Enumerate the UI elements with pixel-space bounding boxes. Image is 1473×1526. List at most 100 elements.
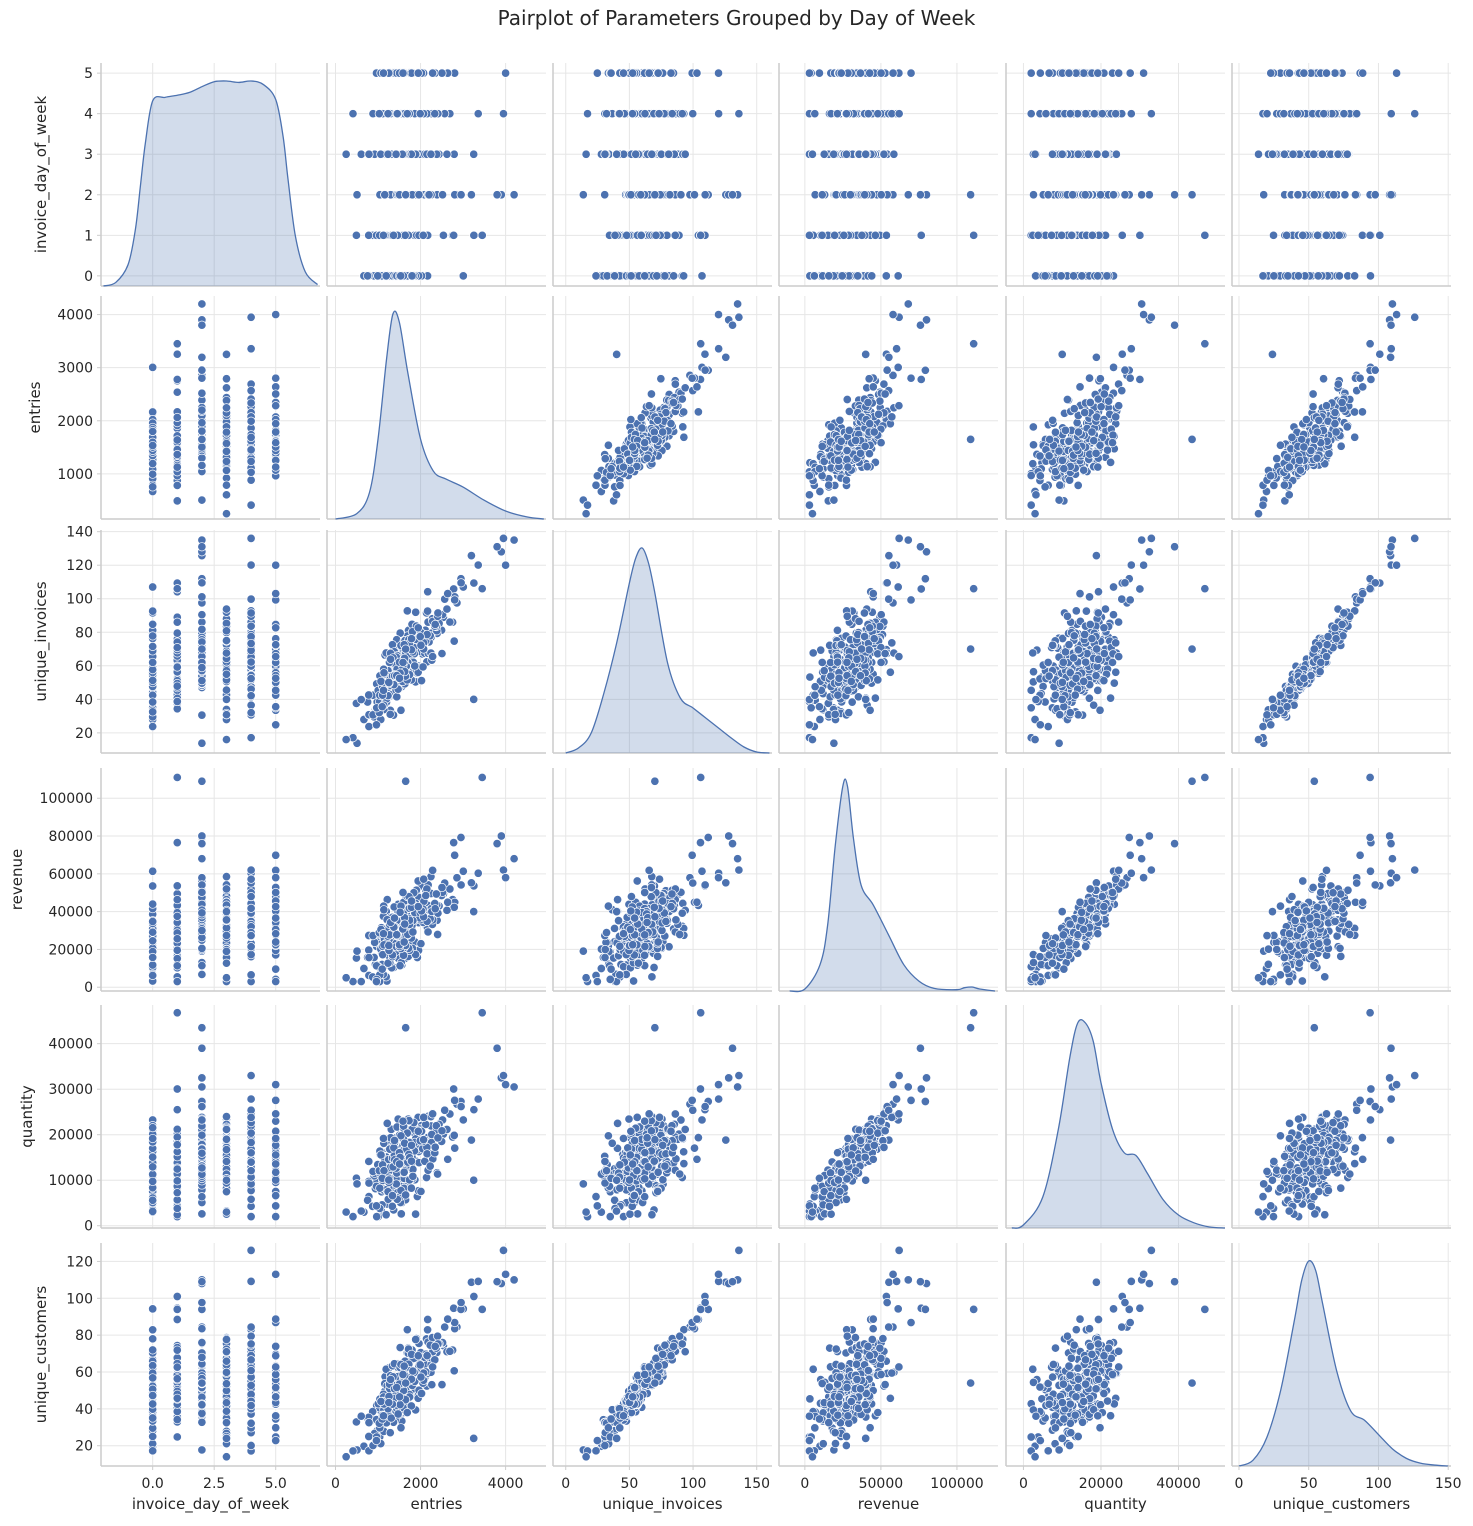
scatter-point: [855, 68, 866, 78]
scatter-point: [1091, 352, 1101, 362]
y-tick-label: 40: [75, 692, 93, 708]
scatter-point: [1028, 648, 1038, 658]
scatter-point: [1342, 422, 1352, 432]
scatter-point: [876, 438, 886, 448]
scatter-point: [843, 685, 853, 695]
subplot-unique_invoices-vs-unique_invoices: [552, 530, 772, 754]
scatter-point: [1258, 722, 1268, 732]
scatter-point: [916, 230, 926, 240]
scatter-point: [1331, 634, 1341, 644]
scatter-point: [197, 460, 207, 471]
scatter-point: [1030, 735, 1040, 745]
scatter-point: [1047, 230, 1057, 240]
scatter-point: [640, 109, 650, 119]
scatter-point: [1026, 68, 1036, 78]
scatter-point: [1096, 402, 1106, 412]
scatter-point: [810, 690, 820, 700]
scatter-point: [1108, 582, 1119, 592]
scatter-point: [714, 344, 724, 354]
scatter-point: [650, 434, 660, 444]
scatter-point: [884, 352, 894, 362]
scatter-point: [197, 418, 207, 428]
scatter-point: [1288, 149, 1298, 159]
scatter-point: [678, 422, 688, 432]
scatter-point: [423, 606, 433, 616]
scatter-point: [1358, 382, 1368, 392]
y-tick-label: 140: [66, 525, 93, 541]
scatter-point: [148, 606, 158, 616]
scatter-point: [374, 109, 384, 119]
scatter-point: [1135, 584, 1145, 594]
scatter-point: [836, 436, 846, 446]
scatter-point: [1071, 442, 1081, 452]
scatter-point: [246, 733, 256, 743]
scatter-point: [380, 190, 390, 200]
scatter-point: [665, 190, 675, 200]
scatter-point: [1135, 374, 1145, 384]
scatter-point: [1069, 631, 1079, 641]
scatter-point: [197, 299, 207, 309]
scatter-point: [1330, 419, 1340, 429]
scatter-point: [874, 409, 884, 419]
y-axis-label: invoice_day_of_week: [32, 96, 51, 254]
scatter-point: [1111, 412, 1121, 422]
scatter-point: [1093, 271, 1103, 281]
scatter-point: [411, 607, 421, 617]
scatter-point: [416, 676, 427, 686]
scatter-point: [636, 413, 646, 423]
scatter-point: [1357, 407, 1367, 417]
scatter-point: [966, 190, 976, 200]
scatter-point: [1170, 542, 1180, 552]
scatter-point: [197, 365, 207, 375]
scatter-point: [501, 68, 511, 78]
scatter-point: [221, 685, 232, 695]
scatter-point: [1065, 109, 1075, 119]
scatter-point: [221, 648, 232, 658]
scatter-point: [172, 643, 182, 653]
scatter-point: [197, 644, 207, 654]
scatter-point: [581, 509, 591, 519]
scatter-point: [842, 394, 852, 405]
scatter-point: [1095, 374, 1105, 384]
scatter-point: [1080, 109, 1091, 119]
scatter-point: [1097, 109, 1107, 119]
scatter-point: [396, 705, 406, 715]
scatter-point: [680, 149, 690, 159]
scatter-point: [1093, 685, 1103, 695]
scatter-point: [424, 190, 434, 200]
scatter-point: [221, 694, 232, 704]
scatter-point: [1067, 230, 1077, 240]
y-tick-label: 2000: [57, 414, 93, 430]
scatter-point: [1099, 419, 1109, 429]
scatter-point: [591, 480, 601, 490]
scatter-point: [341, 149, 351, 159]
scatter-point: [844, 708, 854, 718]
scatter-point: [1079, 68, 1089, 78]
scatter-point: [636, 190, 646, 200]
scatter-point: [498, 533, 509, 543]
scatter-point: [1099, 676, 1109, 686]
scatter-point: [833, 690, 843, 700]
scatter-point: [1084, 373, 1095, 383]
scatter-point: [402, 109, 412, 119]
scatter-point: [1357, 230, 1367, 240]
scatter-point: [887, 638, 897, 648]
scatter-point: [829, 149, 839, 159]
scatter-point: [407, 271, 417, 281]
scatter-point: [1410, 312, 1420, 322]
scatter-point: [884, 551, 894, 561]
scatter-point: [1114, 617, 1124, 627]
scatter-point: [445, 617, 455, 627]
scatter-point: [839, 230, 849, 240]
scatter-point: [221, 349, 232, 359]
scatter-point: [667, 109, 677, 119]
scatter-point: [869, 427, 879, 437]
scatter-point: [915, 320, 925, 330]
scatter-point: [610, 271, 620, 281]
scatter-point: [618, 68, 629, 78]
scatter-point: [814, 702, 824, 712]
scatter-point: [466, 551, 476, 561]
scatter-point: [810, 109, 820, 119]
scatter-point: [882, 365, 892, 375]
scatter-point: [591, 271, 601, 281]
